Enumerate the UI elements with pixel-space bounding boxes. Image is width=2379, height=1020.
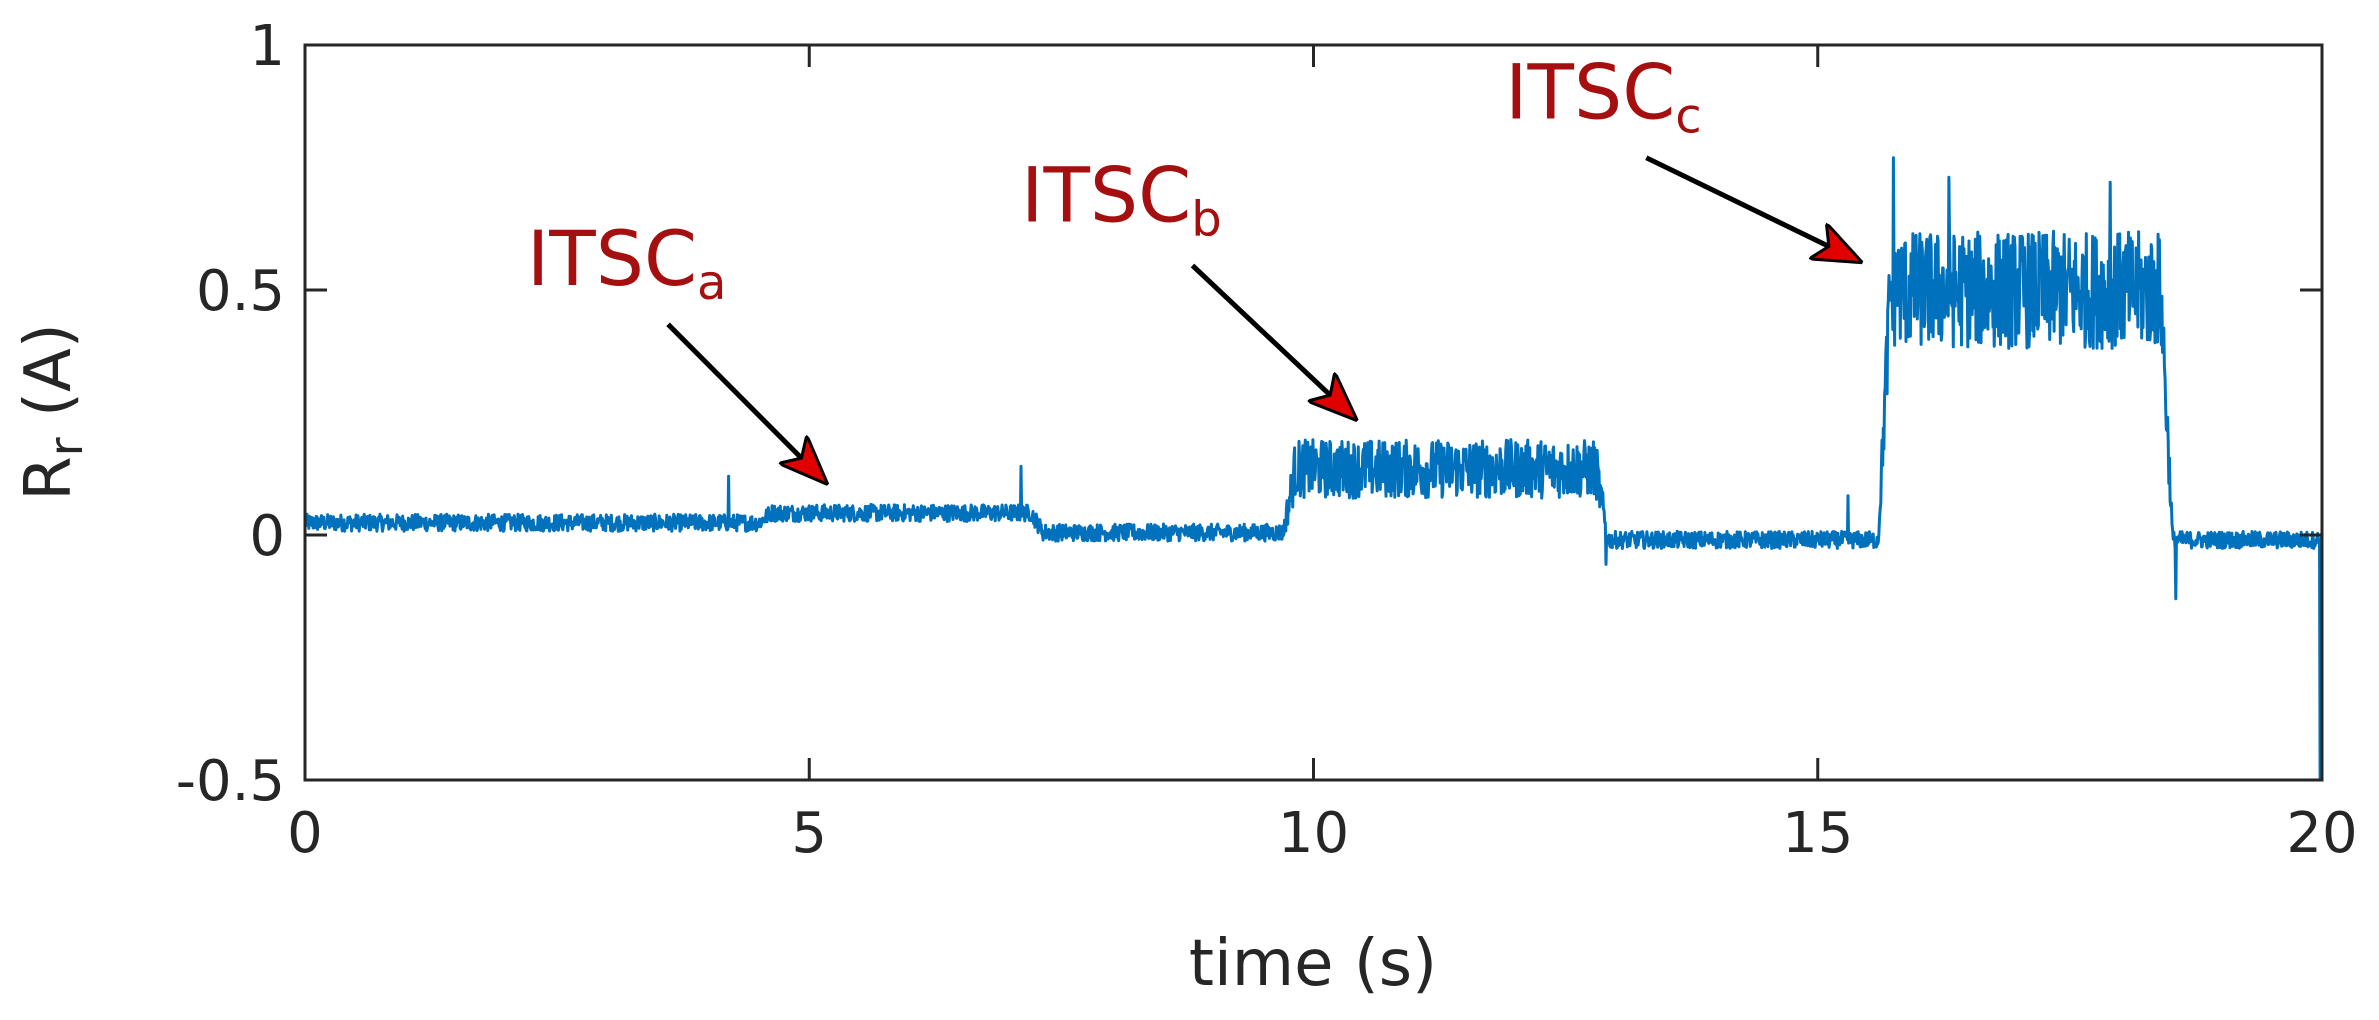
annotation-arrow (1645, 155, 1858, 261)
annotation-label-main: ITSC (1021, 150, 1191, 239)
annotation-label: ITSCb (1021, 150, 1222, 247)
y-tick-label: 1 (249, 14, 285, 79)
annotation-arrow (1190, 263, 1353, 418)
annotation-label: ITSCa (527, 214, 727, 311)
y-axis-title-main: R (12, 456, 86, 500)
annotation-arrow (666, 322, 824, 481)
annotation-label-main: ITSC (527, 214, 697, 303)
annotation-label: ITSCc (1505, 48, 1702, 145)
annotation-label-sub: b (1191, 191, 1221, 247)
axis-ticks: 0 5 10 15 20-0.500.51 (176, 14, 2358, 866)
x-tick-label: 10 (1278, 801, 1349, 866)
x-tick-label: 15 (1782, 801, 1853, 866)
x-tick-label: 5 (791, 801, 827, 866)
annotation-label-main: ITSC (1505, 48, 1675, 137)
series-line-rr (303, 156, 2324, 782)
annotation-label-sub: c (1675, 89, 1701, 145)
annotation-label-sub: a (697, 255, 726, 311)
x-tick-label: 0 (287, 801, 323, 866)
x-tick-label: 20 (2286, 801, 2357, 866)
y-axis-title: Rr (A) (12, 323, 93, 500)
y-tick-label: 0 (249, 504, 285, 569)
y-tick-label: 0.5 (196, 259, 285, 324)
x-axis-title: time (s) (1189, 927, 1437, 1001)
y-axis-title-sub: r (39, 437, 93, 456)
plot-background (305, 45, 2322, 780)
y-axis-title-unit: (A) (12, 323, 86, 437)
y-tick-label: -0.5 (176, 749, 285, 814)
